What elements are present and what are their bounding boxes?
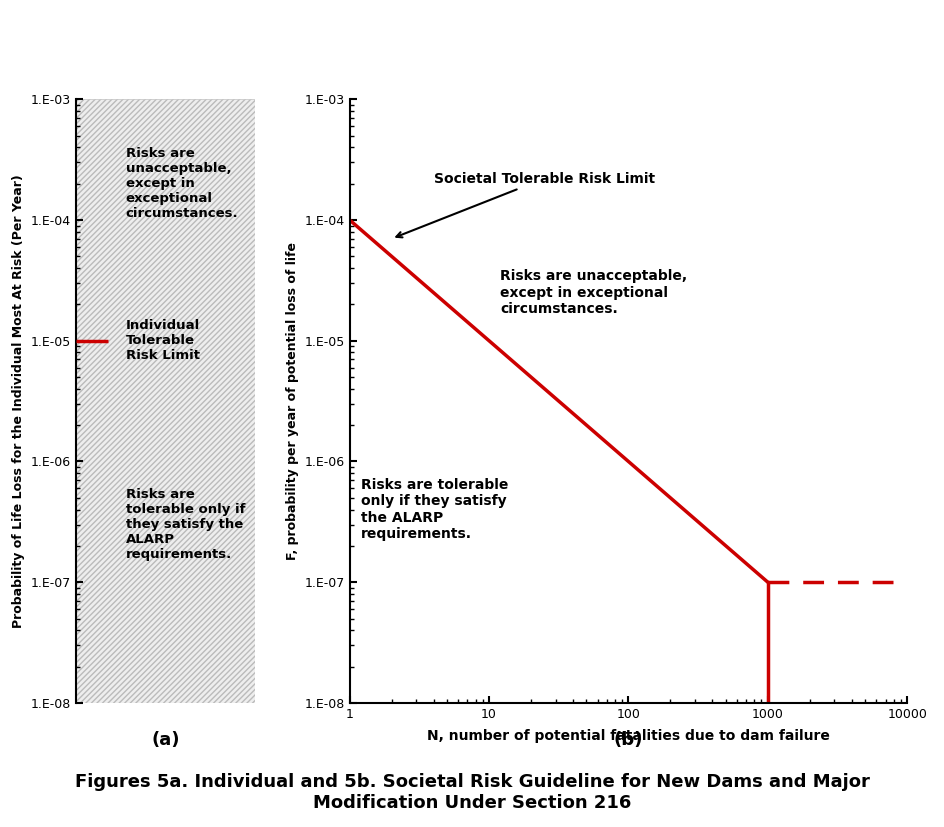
Text: Risks are tolerable
only if they satisfy
the ALARP
requirements.: Risks are tolerable only if they satisfy…	[361, 478, 508, 541]
X-axis label: N, number of potential fatalities due to dam failure: N, number of potential fatalities due to…	[427, 729, 829, 743]
Text: Risks are
tolerable only if
they satisfy the
ALARP
requirements.: Risks are tolerable only if they satisfy…	[126, 488, 245, 561]
Y-axis label: Probability of Life Loss for the Individual Most At Risk (Per Year): Probability of Life Loss for the Individ…	[12, 174, 25, 628]
Y-axis label: F, probability per year of potential loss of life: F, probability per year of potential los…	[286, 242, 298, 560]
Text: (a): (a)	[151, 731, 179, 749]
Text: Risks are unacceptable,
except in exceptional
circumstances.: Risks are unacceptable, except in except…	[499, 270, 686, 316]
Text: Individual
Tolerable
Risk Limit: Individual Tolerable Risk Limit	[126, 319, 200, 362]
Text: Risks are
unacceptable,
except in
exceptional
circumstances.: Risks are unacceptable, except in except…	[126, 147, 238, 220]
Text: Societal Tolerable Risk Limit: Societal Tolerable Risk Limit	[396, 172, 654, 237]
Text: Figures 5a. Individual and 5b. Societal Risk Guideline for New Dams and Major
Mo: Figures 5a. Individual and 5b. Societal …	[75, 773, 869, 811]
Text: (b): (b)	[613, 731, 643, 749]
